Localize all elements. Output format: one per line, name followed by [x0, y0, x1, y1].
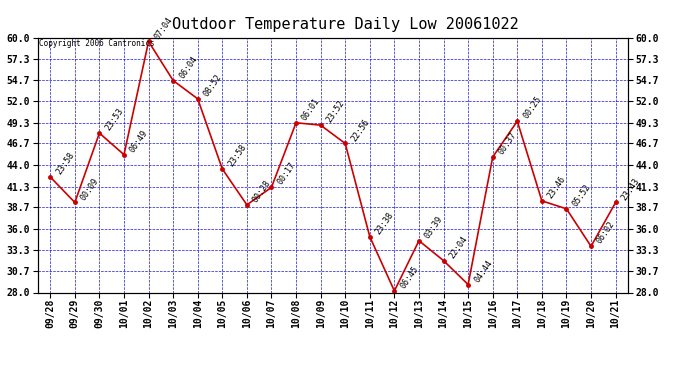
- Text: 00:17: 00:17: [275, 161, 297, 186]
- Text: 07:04: 07:04: [152, 15, 175, 41]
- Text: 00:37: 00:37: [497, 130, 519, 156]
- Text: 08:52: 08:52: [202, 72, 224, 98]
- Text: 04:44: 04:44: [472, 258, 494, 284]
- Text: Copyright 2006 Cantronics: Copyright 2006 Cantronics: [39, 39, 155, 48]
- Text: 23:46: 23:46: [546, 174, 568, 200]
- Text: 00:09: 00:09: [79, 176, 101, 202]
- Text: 23:58: 23:58: [226, 142, 248, 168]
- Text: 23:58: 23:58: [55, 150, 76, 176]
- Text: 23:38: 23:38: [374, 210, 395, 236]
- Text: 05:52: 05:52: [571, 182, 592, 208]
- Text: 06:49: 06:49: [128, 128, 150, 154]
- Text: 03:39: 03:39: [423, 214, 445, 240]
- Text: 22:56: 22:56: [349, 117, 371, 143]
- Text: 00:25: 00:25: [522, 95, 543, 120]
- Text: 06:45: 06:45: [399, 264, 420, 290]
- Text: 23:53: 23:53: [104, 107, 126, 132]
- Text: Outdoor Temperature Daily Low 20061022: Outdoor Temperature Daily Low 20061022: [172, 17, 518, 32]
- Text: 23:52: 23:52: [325, 99, 346, 124]
- Text: 00:28: 00:28: [251, 178, 273, 204]
- Text: 06:01: 06:01: [300, 96, 322, 122]
- Text: 22:04: 22:04: [448, 234, 469, 260]
- Text: 23:43: 23:43: [620, 176, 642, 202]
- Text: 06:02: 06:02: [595, 220, 617, 246]
- Text: 06:04: 06:04: [177, 54, 199, 80]
